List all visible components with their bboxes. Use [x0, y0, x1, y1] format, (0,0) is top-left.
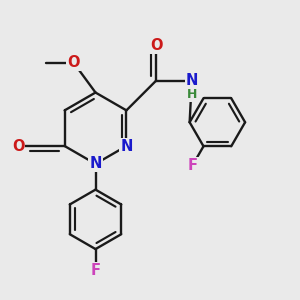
Text: N: N	[186, 73, 198, 88]
Text: O: O	[68, 55, 80, 70]
Text: H: H	[187, 88, 197, 101]
Text: O: O	[150, 38, 162, 53]
Text: N: N	[89, 156, 102, 171]
Text: F: F	[91, 263, 100, 278]
Text: N: N	[120, 139, 133, 154]
Text: F: F	[188, 158, 198, 173]
Text: O: O	[12, 139, 24, 154]
